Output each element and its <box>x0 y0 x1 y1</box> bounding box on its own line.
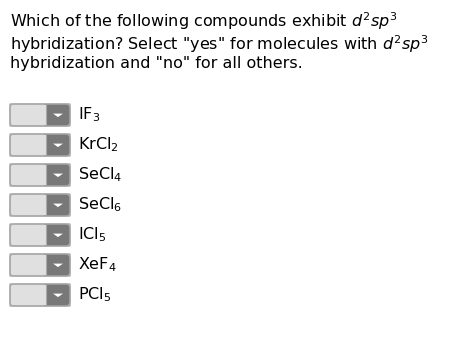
Bar <box>46 135 69 155</box>
Text: PCl$_5$: PCl$_5$ <box>78 286 111 304</box>
Polygon shape <box>53 174 63 177</box>
FancyBboxPatch shape <box>10 134 70 156</box>
FancyBboxPatch shape <box>10 164 70 186</box>
FancyBboxPatch shape <box>10 224 70 246</box>
Bar <box>13 285 46 305</box>
FancyBboxPatch shape <box>10 104 70 126</box>
Polygon shape <box>53 203 63 207</box>
Polygon shape <box>53 144 63 147</box>
FancyBboxPatch shape <box>43 284 70 306</box>
Bar <box>13 165 46 185</box>
FancyBboxPatch shape <box>43 104 70 126</box>
Bar <box>46 225 69 245</box>
FancyBboxPatch shape <box>43 254 70 276</box>
Polygon shape <box>53 264 63 267</box>
Bar <box>46 105 69 125</box>
Text: Which of the following compounds exhibit $d^{2}sp^{3}$: Which of the following compounds exhibit… <box>10 10 397 32</box>
Text: hybridization? Select "yes" for molecules with $d^{2}sp^{3}$: hybridization? Select "yes" for molecule… <box>10 33 428 55</box>
Bar <box>46 195 69 215</box>
Bar <box>13 195 46 215</box>
Bar <box>13 135 46 155</box>
Text: XeF$_4$: XeF$_4$ <box>78 256 117 274</box>
Text: SeCl$_4$: SeCl$_4$ <box>78 166 122 184</box>
Bar <box>46 165 69 185</box>
Polygon shape <box>53 114 63 117</box>
Polygon shape <box>53 294 63 297</box>
Bar <box>13 105 46 125</box>
FancyBboxPatch shape <box>43 164 70 186</box>
Bar <box>13 225 46 245</box>
Text: IF$_3$: IF$_3$ <box>78 106 100 124</box>
FancyBboxPatch shape <box>43 134 70 156</box>
FancyBboxPatch shape <box>10 254 70 276</box>
Text: ICl$_5$: ICl$_5$ <box>78 226 107 244</box>
FancyBboxPatch shape <box>43 224 70 246</box>
Text: hybridization and "no" for all others.: hybridization and "no" for all others. <box>10 56 303 71</box>
FancyBboxPatch shape <box>43 194 70 216</box>
Bar <box>13 255 46 275</box>
Text: KrCl$_2$: KrCl$_2$ <box>78 136 119 154</box>
FancyBboxPatch shape <box>10 284 70 306</box>
Bar <box>46 255 69 275</box>
Polygon shape <box>53 234 63 237</box>
Text: SeCl$_6$: SeCl$_6$ <box>78 196 122 214</box>
FancyBboxPatch shape <box>10 194 70 216</box>
Bar <box>46 285 69 305</box>
